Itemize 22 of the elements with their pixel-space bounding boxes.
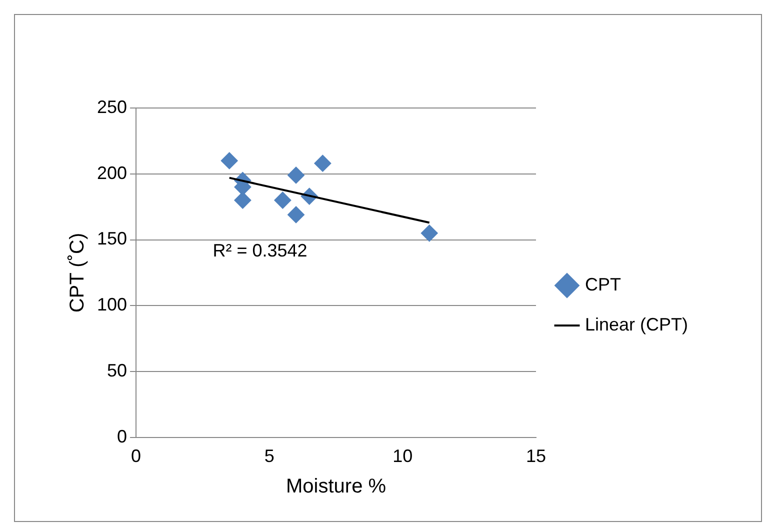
y-axis-title: CPT (˚C) — [66, 232, 89, 313]
x-tick-label: 10 — [392, 446, 413, 466]
legend-label: CPT — [585, 274, 622, 294]
y-tick-label: 50 — [107, 360, 128, 380]
x-tick-label: 15 — [526, 446, 546, 466]
point — [420, 224, 438, 242]
x-tick-label: 5 — [264, 446, 274, 466]
annotation: R² = 0.3542 — [212, 240, 308, 260]
point — [288, 166, 305, 184]
point — [314, 154, 332, 172]
point — [220, 152, 238, 170]
point — [274, 192, 292, 209]
y-tick-label: 250 — [96, 96, 128, 117]
y-tick-label: 150 — [96, 228, 128, 249]
y-tick-label: 0 — [117, 426, 128, 446]
legend-label: Linear (CPT) — [585, 314, 688, 334]
y-tick-label: 100 — [96, 294, 128, 315]
point — [288, 206, 305, 224]
x-tick-label: 0 — [131, 446, 142, 466]
y-tick-label: 200 — [96, 162, 128, 183]
x-axis-title: Moisture % — [286, 476, 386, 498]
point — [234, 192, 252, 209]
